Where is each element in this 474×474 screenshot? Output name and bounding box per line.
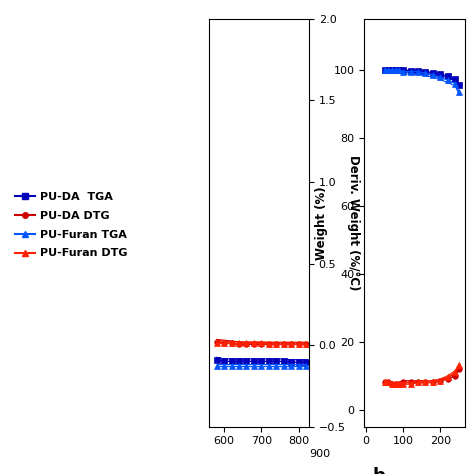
Text: b: b (373, 467, 386, 474)
Y-axis label: Deriv. Weight (%/°C): Deriv. Weight (%/°C) (346, 155, 360, 291)
Y-axis label: Weight (%): Weight (%) (315, 186, 328, 260)
Legend: PU-DA  TGA, PU-DA DTG, PU-Furan TGA, PU-Furan DTG: PU-DA TGA, PU-DA DTG, PU-Furan TGA, PU-F… (10, 187, 132, 263)
Text: 900: 900 (309, 449, 330, 459)
